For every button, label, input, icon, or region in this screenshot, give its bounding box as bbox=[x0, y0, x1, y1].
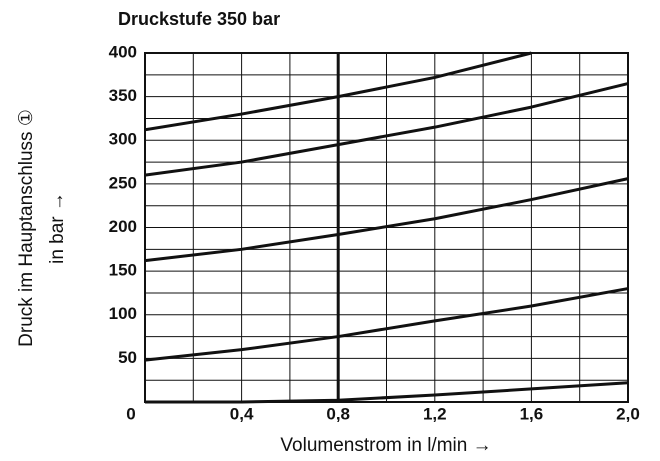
y-tick-label: 50 bbox=[118, 348, 137, 367]
x-tick-label: 0,4 bbox=[230, 404, 254, 423]
x-axis-label: Volumenstrom in l/min → bbox=[280, 435, 491, 456]
y-tick-label: 300 bbox=[109, 130, 137, 149]
y-tick-label: 250 bbox=[109, 173, 137, 192]
x-tick-label: 1,2 bbox=[423, 404, 447, 423]
y-axis-label: in bar → bbox=[47, 192, 68, 264]
y-axis-label: Druck im Hauptanschluss ① bbox=[16, 109, 37, 347]
curve bbox=[144, 177, 629, 263]
x-tick-label: 0,8 bbox=[326, 404, 350, 423]
curve bbox=[144, 51, 532, 132]
y-tick-label: 400 bbox=[109, 42, 137, 61]
plot-frame bbox=[144, 52, 629, 403]
y-tick-label: 200 bbox=[109, 217, 137, 236]
y-tick-label: 350 bbox=[109, 86, 137, 105]
x-tick-label: 1,6 bbox=[520, 404, 544, 423]
x-tick-label: 0 bbox=[126, 404, 135, 423]
y-tick-label: 150 bbox=[109, 261, 137, 280]
curve bbox=[144, 287, 629, 362]
curve bbox=[145, 381, 629, 404]
curve bbox=[144, 82, 629, 177]
y-tick-label: 100 bbox=[109, 304, 137, 323]
chart-title: Druckstufe 350 bar bbox=[118, 9, 280, 29]
x-tick-label: 2,0 bbox=[616, 404, 640, 423]
